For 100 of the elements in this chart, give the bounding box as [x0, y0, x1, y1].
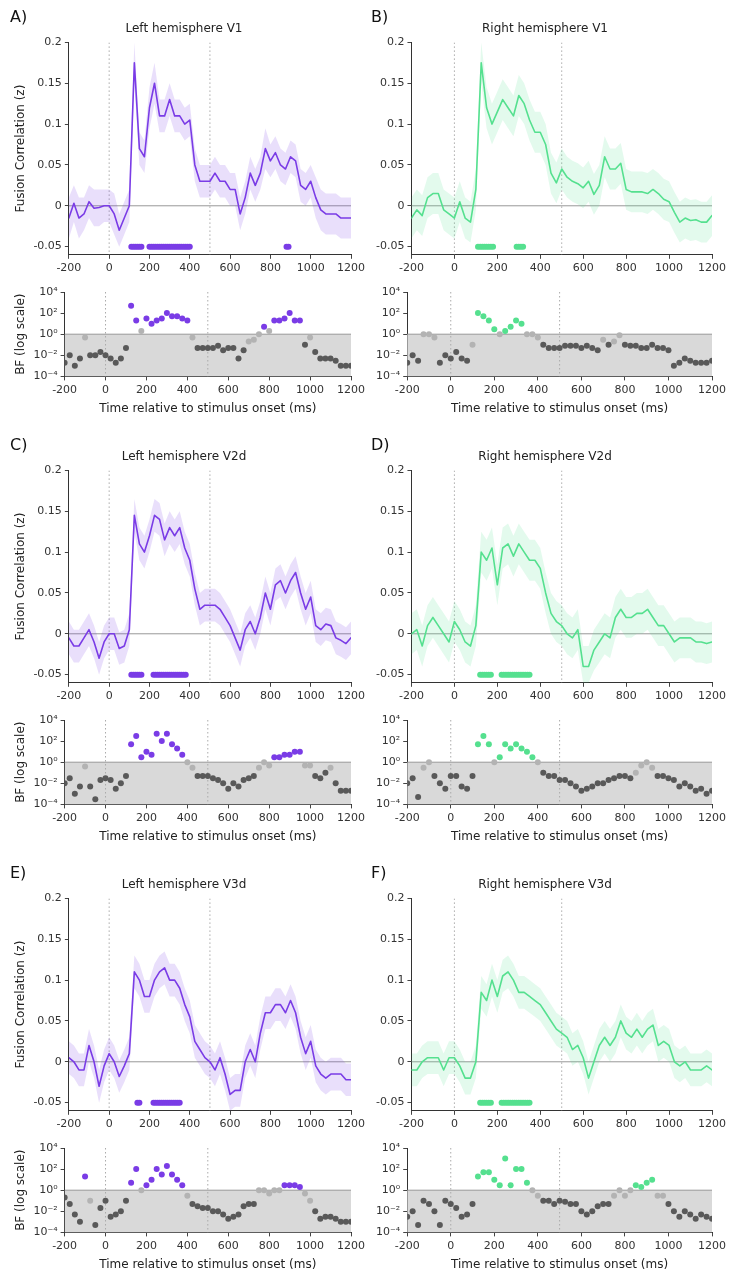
x-tick-label: 400	[176, 382, 198, 396]
x-tick-label: 400	[527, 382, 549, 396]
y-tick-label: 0	[397, 1054, 405, 1068]
x-tick-label: -200	[398, 261, 424, 275]
x-tick-label: 200	[483, 382, 505, 396]
x-tick-label: 1200	[337, 1238, 365, 1252]
y-axis-title: BF (log scale)	[13, 293, 28, 375]
y-tick-label: 10⁴	[39, 284, 59, 298]
y-tick-label: 10⁻⁴	[33, 797, 59, 811]
x-axis-title: Time relative to stimulus onset (ms)	[450, 400, 669, 415]
y-tick-label: 0.1	[386, 972, 405, 986]
x-tick-label: 600	[570, 810, 592, 824]
y-tick-label: -0.05	[33, 239, 62, 253]
y-tick-label: 0.05	[379, 1013, 405, 1027]
x-tick-label: 0	[447, 382, 455, 396]
x-tick-label: 1200	[337, 810, 365, 824]
x-tick-label: 0	[450, 1117, 458, 1131]
x-tick-label: 200	[135, 1238, 157, 1252]
y-tick-label: 10⁰	[381, 755, 401, 769]
x-tick-label: 1000	[296, 382, 325, 396]
y-tick-label: 0	[397, 626, 405, 640]
x-tick-label: 0	[102, 1238, 110, 1252]
x-tick-label: -200	[56, 1117, 82, 1131]
y-tick-label: 0.05	[37, 585, 62, 599]
y-axis-title: Fusion Correlation (z)	[13, 940, 28, 1069]
x-tick-label: 1200	[337, 382, 365, 396]
x-tick-label: 1200	[698, 1117, 726, 1131]
y-axis-title: Fusion Correlation (z)	[13, 84, 28, 213]
y-tick-label: 10⁻⁴	[375, 797, 401, 811]
text: E)	[10, 863, 27, 883]
x-tick-label: 400	[176, 810, 198, 824]
y-tick-label: 0.05	[37, 1013, 62, 1027]
x-axis-title: Time relative to stimulus onset (ms)	[98, 828, 317, 843]
x-tick-label: 0	[447, 810, 455, 824]
y-tick-label: 0.2	[386, 463, 405, 477]
chart-title: Left hemisphere V2d	[121, 449, 247, 464]
x-tick-label: 0	[102, 810, 110, 824]
x-tick-label: 600	[572, 1117, 594, 1131]
y-tick-label: 10⁻⁴	[33, 1225, 59, 1239]
x-tick-label: -200	[394, 810, 420, 824]
x-tick-label: 0	[105, 689, 113, 703]
chart-title: Left hemisphere V3d	[121, 877, 247, 892]
y-tick-label: 0	[54, 198, 62, 212]
y-tick-label: 10⁻²	[375, 776, 401, 790]
x-tick-label: 0	[447, 1238, 455, 1252]
x-tick-label: 1000	[655, 689, 684, 703]
x-axis-title: Time relative to stimulus onset (ms)	[450, 828, 669, 843]
y-tick-label: 10⁴	[381, 1140, 401, 1154]
x-tick-label: 1200	[698, 261, 726, 275]
y-tick-label: 0.15	[379, 76, 405, 90]
x-tick-label: -200	[56, 261, 82, 275]
y-axis-title: Fusion Correlation (z)	[13, 512, 28, 641]
y-tick-label: 0.1	[386, 116, 405, 130]
x-tick-label: 1000	[655, 261, 684, 275]
y-tick-label: 10⁻²	[33, 1204, 58, 1218]
text: A)	[10, 7, 28, 27]
x-axis-title: Time relative to stimulus onset (ms)	[98, 400, 317, 415]
x-tick-label: 200	[138, 689, 160, 703]
chart-title: Right hemisphere V1	[482, 21, 608, 36]
x-tick-label: 1000	[296, 689, 325, 703]
y-tick-label: 10⁻²	[33, 776, 58, 790]
y-tick-label: -0.05	[375, 1095, 405, 1109]
x-tick-label: 0	[102, 382, 110, 396]
x-tick-label: 1000	[654, 810, 683, 824]
x-tick-label: 800	[258, 810, 280, 824]
y-tick-label: 0.05	[37, 157, 62, 171]
x-tick-label: 1000	[296, 1238, 325, 1252]
x-tick-label: -200	[52, 1238, 78, 1252]
x-tick-label: 600	[217, 810, 239, 824]
y-tick-label: 10²	[381, 1161, 401, 1175]
chart-title: Right hemisphere V3d	[478, 877, 612, 892]
x-tick-label: 400	[179, 1117, 201, 1131]
x-tick-label: 400	[527, 810, 549, 824]
y-tick-label: 10⁴	[381, 284, 401, 298]
x-tick-label: 800	[259, 689, 281, 703]
x-tick-label: 200	[138, 261, 160, 275]
y-tick-label: 10²	[381, 733, 401, 747]
x-tick-label: 600	[219, 689, 241, 703]
x-tick-label: 400	[176, 1238, 198, 1252]
y-tick-label: 10⁻⁴	[375, 1225, 401, 1239]
y-tick-label: 0.15	[379, 932, 405, 946]
x-tick-label: -200	[394, 382, 420, 396]
y-tick-label: 0	[54, 1054, 62, 1068]
y-tick-label: -0.05	[375, 667, 405, 681]
y-tick-label: 10²	[39, 733, 58, 747]
y-tick-label: 10²	[381, 305, 401, 319]
x-tick-label: 400	[529, 689, 551, 703]
x-tick-label: 600	[570, 1238, 592, 1252]
x-tick-label: 800	[615, 1117, 637, 1131]
text: D)	[371, 435, 390, 455]
x-tick-label: 600	[219, 1117, 241, 1131]
x-tick-label: 1200	[698, 1238, 726, 1252]
x-tick-label: -200	[398, 1117, 424, 1131]
x-tick-label: 200	[483, 810, 505, 824]
y-tick-label: -0.05	[375, 239, 405, 253]
y-tick-label: 10⁰	[39, 1183, 59, 1197]
x-tick-label: 1200	[337, 689, 365, 703]
y-tick-label: 0.1	[386, 544, 405, 558]
x-tick-label: 400	[527, 1238, 549, 1252]
x-tick-label: 800	[614, 1238, 636, 1252]
